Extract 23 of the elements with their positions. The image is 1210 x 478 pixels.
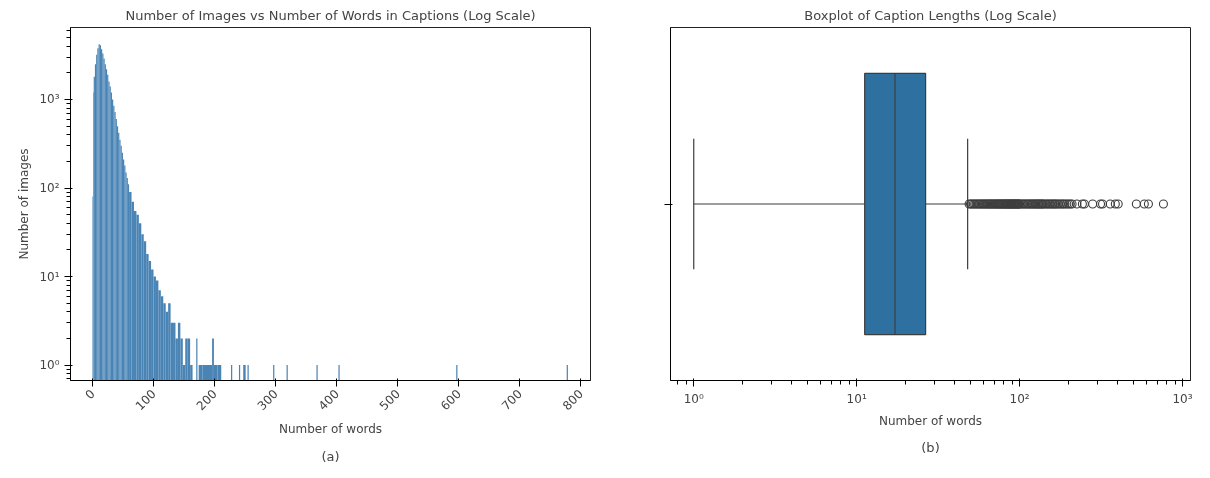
x-tick-label: 700 — [498, 386, 526, 413]
x-tick-label: 100 — [132, 386, 159, 413]
text: (b) — [921, 439, 940, 455]
y-tick-label: 10¹ — [39, 269, 60, 284]
x-tick-label: 10³ — [1172, 391, 1193, 406]
x-axis-title: Number of words — [278, 422, 383, 437]
x-tick-label: 600 — [437, 386, 464, 413]
y-axis-title: Number of images — [17, 148, 32, 260]
x-tick-label: 10² — [1009, 391, 1030, 406]
y-tick-label: 10⁰ — [39, 358, 60, 373]
x-tick-label: 10⁰ — [683, 391, 704, 406]
x-tick-label: 10¹ — [846, 391, 867, 406]
x-tick-label: 800 — [559, 386, 587, 413]
x-tick-label: 0 — [82, 386, 98, 403]
y-tick-label: 10² — [39, 181, 60, 196]
x-axis-title: Number of words — [878, 413, 983, 428]
chart-title: Boxplot of Caption Lengths (Log Scale) — [804, 7, 1057, 23]
chart-title: Number of Images vs Number of Words in Captions (Log Scale) — [125, 7, 536, 23]
x-tick-label: 300 — [254, 386, 281, 413]
x-tick-label: 400 — [315, 386, 342, 413]
x-tick-label: 500 — [376, 386, 403, 413]
text: (a) — [321, 448, 340, 464]
y-tick-label: 10³ — [39, 92, 60, 107]
